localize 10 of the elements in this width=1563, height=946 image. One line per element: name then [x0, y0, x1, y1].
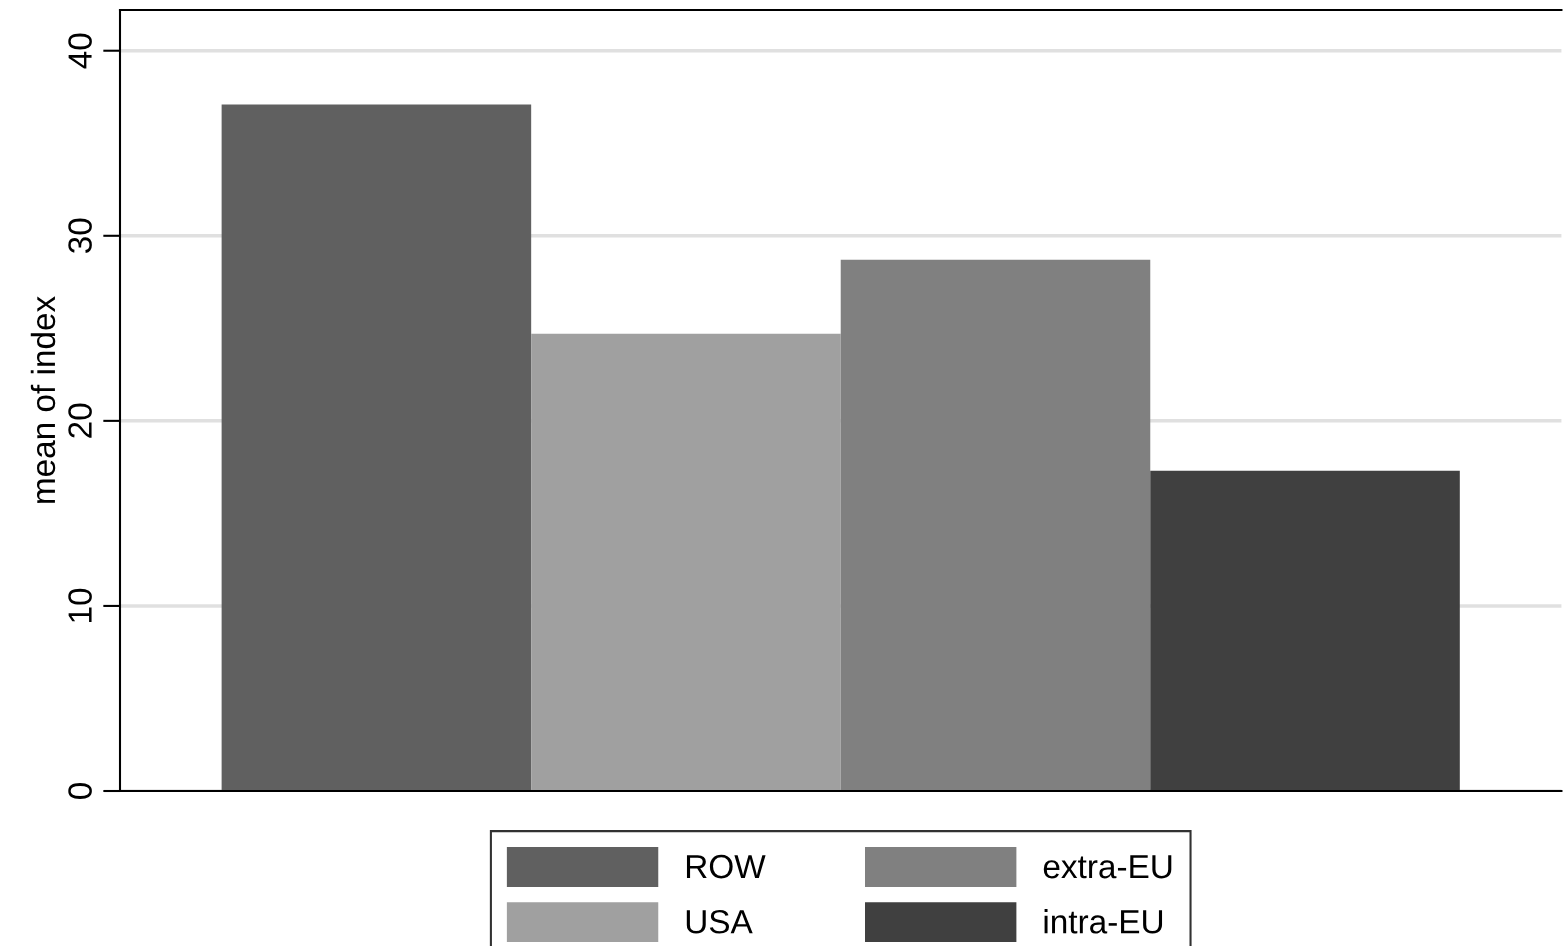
- y-axis-title: mean of index: [30, 296, 56, 503]
- legend-label: extra-EU: [1043, 855, 1172, 879]
- y-tick-label: 20: [68, 403, 92, 438]
- legend-label: intra-EU: [1044, 909, 1163, 934]
- legend-label: ROW: [686, 854, 766, 879]
- y-tick-label: 0: [68, 783, 92, 799]
- legend-label: USA: [686, 909, 753, 934]
- y-tick-label: 10: [68, 588, 92, 622]
- y-tick-label: 30: [68, 218, 92, 254]
- y-tick-label: 40: [68, 33, 92, 69]
